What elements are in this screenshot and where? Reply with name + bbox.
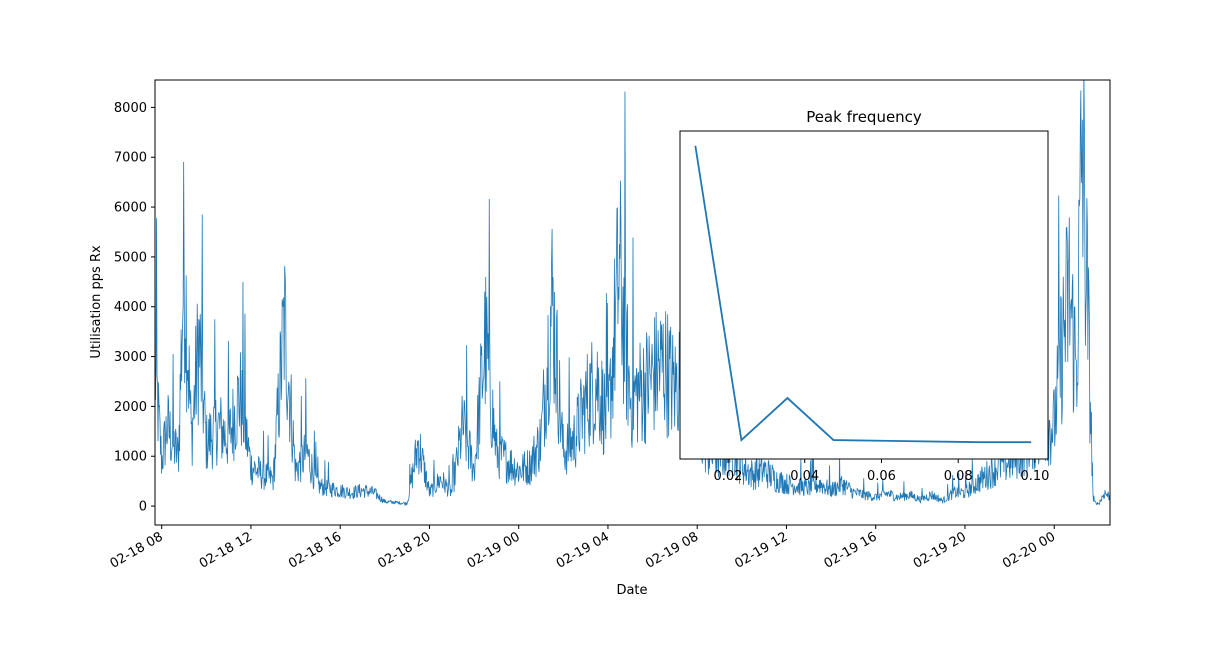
- main-x-tick-label: 02-19 20: [911, 529, 969, 571]
- peak-frequency-line: [694, 145, 1032, 444]
- inset-title: Peak frequency: [806, 108, 922, 126]
- inset-x-tick-label: 0.08: [944, 469, 973, 484]
- inset-series-layer: [694, 145, 1032, 444]
- main-x-tick-label: 02-19 00: [465, 529, 523, 571]
- main-y-tick-label: 5000: [114, 250, 147, 265]
- inset-x-tick-label: 0.02: [713, 469, 742, 484]
- main-y-tick-label: 8000: [114, 101, 147, 116]
- utilisation-series-line: [155, 80, 1110, 507]
- main-y-tick-label: 4000: [114, 300, 147, 315]
- main-x-ticks: 02-18 08 02-18 12 02-18 16 02-18 20 02-19 00…: [108, 525, 1058, 572]
- main-x-tick-label: 02-19 04: [554, 529, 612, 571]
- main-y-tick-label: 0: [139, 500, 147, 515]
- main-x-tick-label: 02-18 20: [375, 529, 433, 571]
- inset-background: [680, 131, 1048, 459]
- main-x-tick-label: 02-19 08: [643, 529, 701, 571]
- main-x-tick-label: 02-20 00: [1000, 529, 1058, 571]
- main-y-tick-label: 3000: [114, 350, 147, 365]
- inset-x-ticks: 0.02 0.04 0.06 0.08 0.10: [713, 459, 1049, 484]
- main-y-ticks: 0 1000 2000 3000 4000 5000 6000 7000 8000: [114, 101, 155, 515]
- main-plot-frame: [154, 79, 1111, 526]
- main-y-tick-label: 6000: [114, 201, 147, 216]
- main-x-tick-label: 02-19 12: [732, 529, 790, 571]
- inset-plot-area: 0.02 0.04 0.06 0.08 0.10 Peak frequency: [679, 108, 1049, 484]
- inset-x-tick-label: 0.04: [790, 469, 819, 484]
- main-x-axis-label: Date: [616, 583, 647, 598]
- main-x-tick-label: 02-18 12: [197, 529, 255, 571]
- main-x-tick-label: 02-18 16: [286, 529, 344, 571]
- main-y-tick-label: 2000: [114, 400, 147, 415]
- inset-x-tick-label: 0.10: [1020, 469, 1049, 484]
- main-y-axis-label: Utilisation pps Rx: [89, 245, 104, 359]
- main-y-tick-label: 7000: [114, 151, 147, 166]
- inset-x-tick-label: 0.06: [867, 469, 896, 484]
- main-y-tick-label: 1000: [114, 450, 147, 465]
- inset-plot-frame: [679, 130, 1049, 460]
- main-x-tick-label: 02-19 16: [822, 529, 880, 571]
- main-series-layer: [155, 80, 1110, 507]
- main-x-tick-label: 02-18 08: [108, 529, 166, 571]
